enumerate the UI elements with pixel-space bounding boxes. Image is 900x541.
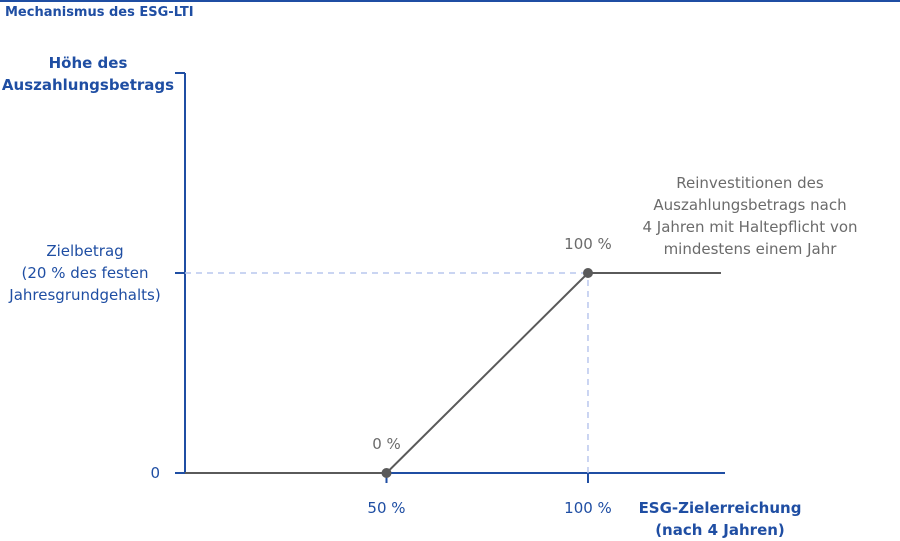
x-axis-label: ESG-Zielerreichung (nach 4 Jahren) (638, 499, 802, 539)
y-tick-label: 0 (150, 464, 160, 482)
point (582, 268, 593, 278)
y-tick-label: Zielbetrag (20 % des festen Jahresgrundg… (9, 242, 161, 304)
x-tick-label: 50 % (367, 499, 406, 517)
x-tick-label: 100 % (564, 499, 612, 517)
annotation: Reinvestitionen des Auszahlungsbetrags n… (642, 174, 858, 258)
value-label: 100 % (564, 235, 612, 253)
chart-title: Mechanismus des ESG-LTI (5, 5, 194, 20)
payout-line (185, 272, 721, 474)
value-label: 0 % (372, 435, 401, 453)
point (381, 468, 392, 478)
y-axis-label: Höhe des Auszahlungsbetrags (1, 54, 175, 94)
